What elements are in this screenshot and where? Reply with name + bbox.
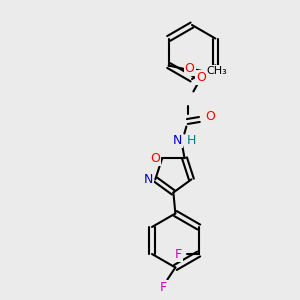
Text: F: F	[160, 281, 167, 294]
Text: O: O	[185, 62, 195, 75]
Text: CH₃: CH₃	[206, 65, 227, 76]
Text: O: O	[196, 71, 206, 84]
Text: H: H	[187, 134, 196, 147]
Text: N: N	[173, 134, 182, 147]
Text: N: N	[144, 173, 153, 186]
Text: O: O	[150, 152, 160, 165]
Text: O: O	[206, 110, 215, 123]
Text: F: F	[175, 248, 182, 260]
